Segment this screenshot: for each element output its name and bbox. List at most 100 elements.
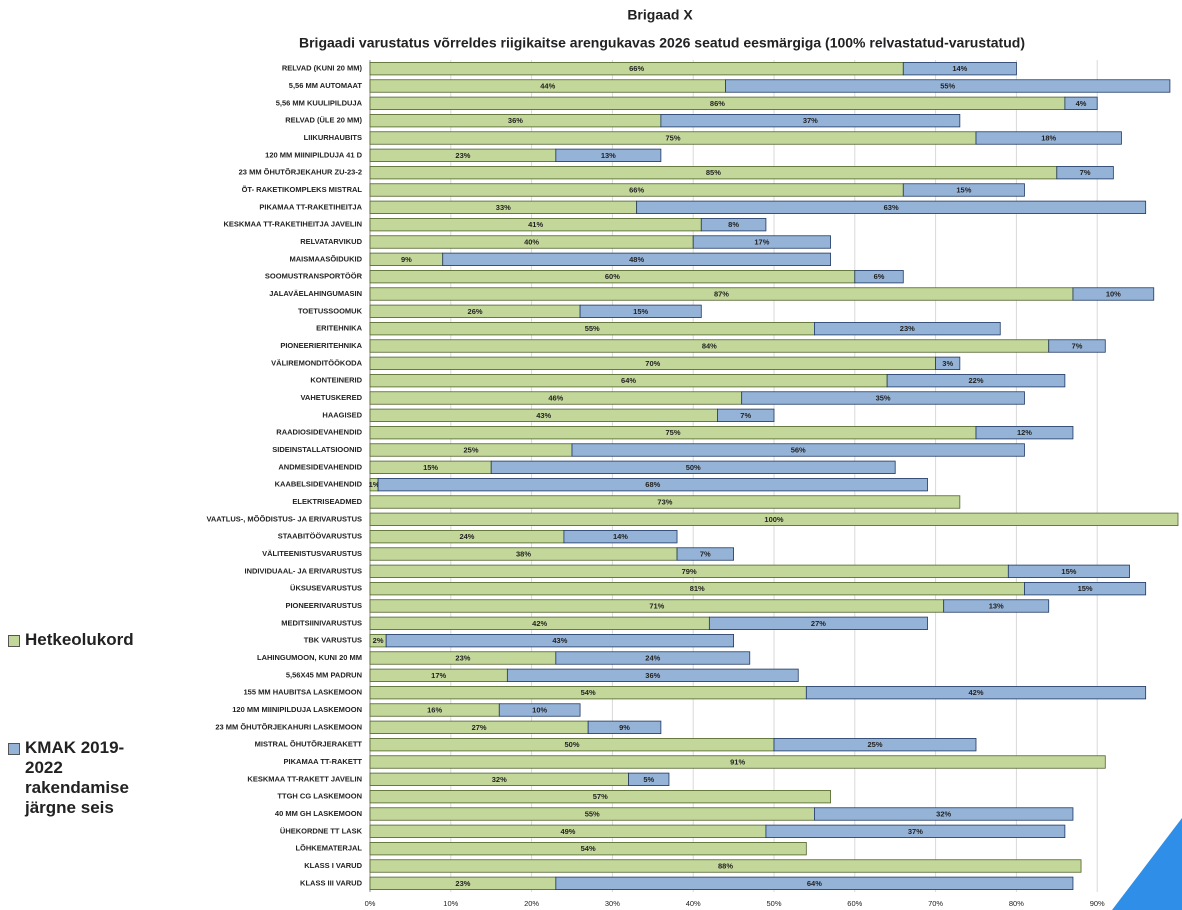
category-label: HAAGISED <box>322 410 362 419</box>
category-label: RELVAD (ÜLE 20 MM) <box>285 116 362 125</box>
legend: Hetkeolukord KMAK 2019-2022 rakendamise j… <box>8 630 148 906</box>
category-label: 5,56 MM AUTOMAAT <box>289 81 363 90</box>
data-label: 25% <box>463 445 478 454</box>
data-label: 3% <box>942 359 953 368</box>
data-label: 16% <box>427 705 442 714</box>
data-label: 15% <box>423 463 438 472</box>
data-label: 86% <box>710 99 725 108</box>
grid <box>369 60 1098 892</box>
x-tick-label: 60% <box>847 899 862 908</box>
data-label: 7% <box>1072 341 1083 350</box>
category-label: 23 MM ÕHUTÕRJEKAHURI LASKEMOON <box>215 722 362 731</box>
category-label: 155 MM HAUBITSA LASKEMOON <box>244 688 362 697</box>
data-label: 91% <box>730 757 745 766</box>
bar-segment <box>369 842 807 856</box>
category-label: 40 MM GH LASKEMOON <box>275 809 362 818</box>
data-label: 15% <box>1078 584 1093 593</box>
legend-label: Hetkeolukord <box>25 630 134 649</box>
data-label: 2% <box>373 636 384 645</box>
category-label: TOETUSSOOMUK <box>298 306 363 315</box>
category-label: LIIKURHAUBITS <box>304 133 362 142</box>
category-label: LÕHKEMATERJAL <box>295 844 362 853</box>
category-label: KONTEINERID <box>310 376 362 385</box>
bar-segment <box>571 443 1025 457</box>
data-label: 42% <box>968 688 983 697</box>
legend-swatch <box>8 743 20 755</box>
bar-segment <box>886 374 1066 388</box>
category-label: SIDEINSTALLATSIOONID <box>272 445 362 454</box>
category-label: KAABELSIDEVAHENDID <box>275 480 363 489</box>
x-tick-label: 0% <box>365 899 376 908</box>
data-label: 41% <box>528 220 543 229</box>
data-label: 24% <box>459 532 474 541</box>
bar-segment <box>563 530 678 544</box>
data-label: 38% <box>516 549 531 558</box>
data-label: 64% <box>807 879 822 888</box>
data-label: 32% <box>936 809 951 818</box>
bar-segment <box>773 738 977 752</box>
data-label: 9% <box>619 723 630 732</box>
category-label: KESKMAA TT-RAKETIHEITJA JAVELIN <box>224 220 362 229</box>
data-label: 15% <box>633 307 648 316</box>
bar-segment <box>854 270 904 284</box>
data-label: 42% <box>532 619 547 628</box>
category-label: RELVATARVIKUD <box>300 237 362 246</box>
bar-segment <box>708 616 928 630</box>
data-label: 54% <box>581 688 596 697</box>
data-label: 14% <box>952 64 967 73</box>
data-label: 14% <box>613 532 628 541</box>
bar-segment <box>490 460 896 474</box>
data-label: 84% <box>702 341 717 350</box>
category-label: ÜHEKORDNE TT LASK <box>280 826 363 835</box>
data-label: 87% <box>714 289 729 298</box>
data-label: 24% <box>645 653 660 662</box>
data-label: 8% <box>728 220 739 229</box>
category-label: ANDMESIDEVAHENDID <box>278 462 362 471</box>
data-label: 13% <box>601 151 616 160</box>
bar-segment <box>660 114 961 128</box>
bar-segment <box>943 599 1050 613</box>
data-label: 36% <box>508 116 523 125</box>
data-label: 63% <box>884 203 899 212</box>
data-label: 68% <box>645 480 660 489</box>
bar-segment <box>725 79 1171 93</box>
data-label: 27% <box>811 619 826 628</box>
data-label: 85% <box>706 168 721 177</box>
data-label: 17% <box>431 671 446 680</box>
data-label: 33% <box>496 203 511 212</box>
bar-segment <box>628 772 670 786</box>
data-label: 79% <box>682 567 697 576</box>
bar-segment <box>369 790 831 804</box>
bar-segment <box>676 547 734 561</box>
data-label: 75% <box>665 133 680 142</box>
data-label: 37% <box>908 827 923 836</box>
bar-segment <box>765 824 1066 838</box>
data-label: 55% <box>940 81 955 90</box>
data-label: 5% <box>643 775 654 784</box>
data-label: 55% <box>585 324 600 333</box>
data-label: 6% <box>874 272 885 281</box>
data-label: 23% <box>455 151 470 160</box>
bar-segment <box>498 703 581 717</box>
category-label: STAABITÖÖVARUSTUS <box>278 532 362 541</box>
data-label: 23% <box>455 653 470 662</box>
category-label: TBK VARUSTUS <box>304 636 362 645</box>
category-label: ÕT- RAKETIKOMPLEKS MISTRAL <box>242 185 363 194</box>
category-label: TTGH CG LASKEMOON <box>277 792 362 801</box>
category-label: PIONEERIVARUSTUS <box>285 601 362 610</box>
bar-segment <box>692 235 831 249</box>
x-tick-label: 80% <box>1009 899 1024 908</box>
data-label: 48% <box>629 255 644 264</box>
category-label: RAADIOSIDEVAHENDID <box>276 428 362 437</box>
bar-segment <box>902 62 1017 76</box>
data-label: 15% <box>956 185 971 194</box>
data-label: 56% <box>791 445 806 454</box>
category-label: SOOMUSTRANSPORTÖÖR <box>265 272 363 281</box>
data-label: 88% <box>718 861 733 870</box>
category-label: INDIVIDUAAL- JA ERIVARUSTUS <box>244 566 362 575</box>
data-label: 25% <box>867 740 882 749</box>
bar-segment <box>1024 582 1147 596</box>
legend-swatch <box>8 635 20 647</box>
chart-subtitle: Brigaadi varustatus võrreldes riigikaits… <box>299 35 1025 51</box>
bar-segment <box>369 755 1106 769</box>
